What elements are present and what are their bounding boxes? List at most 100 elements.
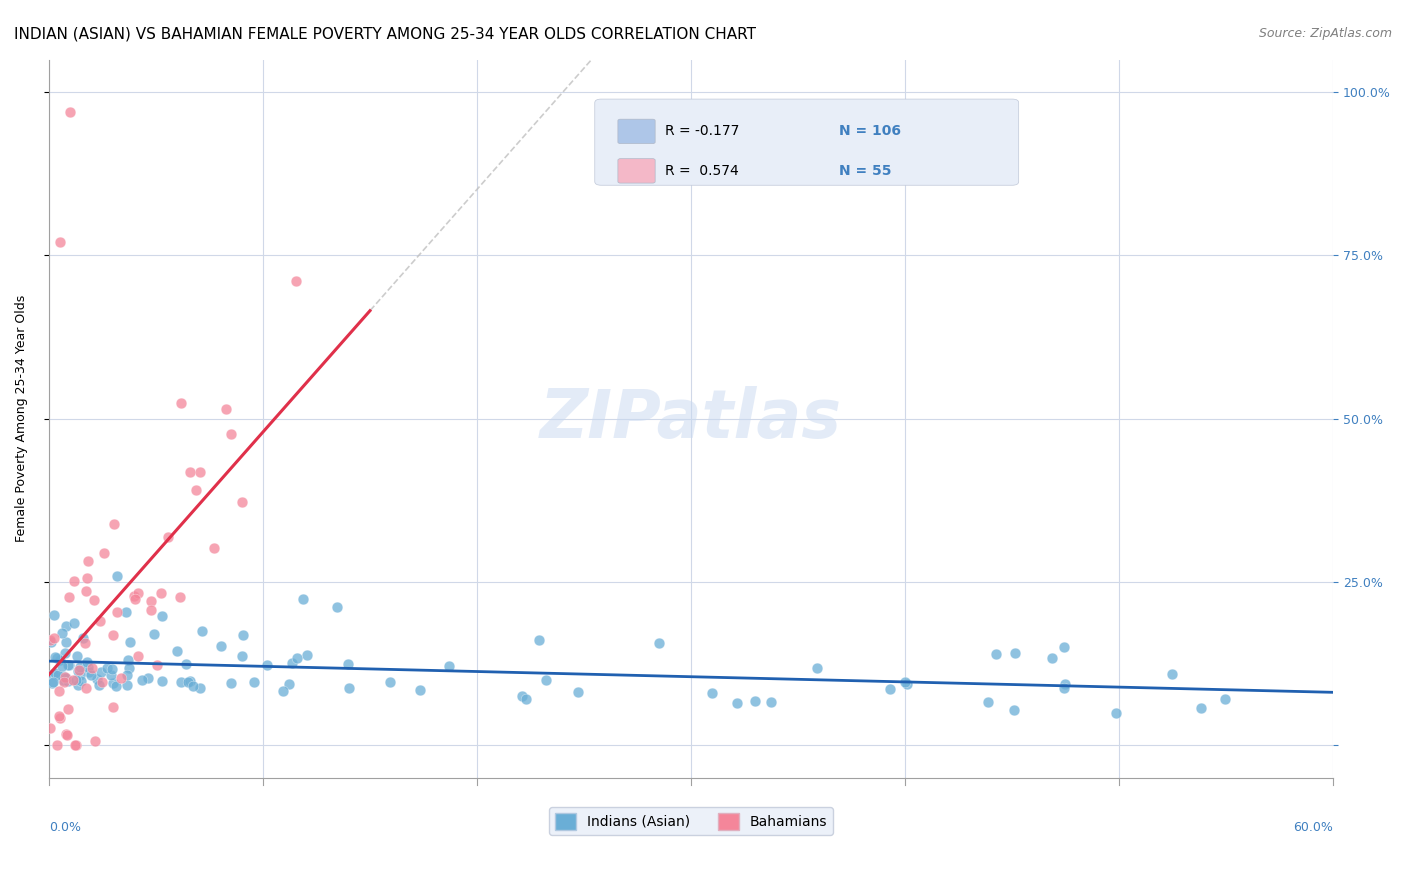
Point bbox=[51, 626, 73, 640]
Point bbox=[55, 634, 77, 648]
Point bbox=[62, 673, 84, 687]
Text: R =  0.574: R = 0.574 bbox=[665, 164, 740, 178]
Point bbox=[1053, 640, 1076, 655]
Point bbox=[90, 665, 112, 679]
Point bbox=[219, 427, 242, 442]
Point bbox=[38, 632, 60, 647]
Legend: Indians (Asian), Bahamians: Indians (Asian), Bahamians bbox=[550, 807, 832, 835]
Point bbox=[150, 673, 173, 688]
Point bbox=[67, 663, 90, 677]
Text: 60.0%: 60.0% bbox=[1294, 821, 1333, 834]
Text: N = 55: N = 55 bbox=[839, 164, 891, 178]
Point bbox=[69, 660, 91, 674]
Point bbox=[336, 657, 359, 672]
Point bbox=[72, 631, 94, 645]
Point bbox=[176, 674, 198, 689]
Point bbox=[1213, 692, 1236, 706]
Point bbox=[41, 676, 63, 690]
Point bbox=[127, 648, 149, 663]
Point bbox=[55, 618, 77, 632]
Point bbox=[52, 673, 75, 687]
Point bbox=[62, 574, 84, 589]
Point bbox=[215, 402, 238, 417]
Point bbox=[648, 636, 671, 650]
Point bbox=[96, 661, 118, 675]
Point bbox=[188, 465, 211, 479]
Point bbox=[45, 651, 67, 665]
Point bbox=[65, 673, 87, 687]
Point bbox=[48, 708, 70, 723]
Point bbox=[66, 648, 89, 663]
Point bbox=[510, 689, 533, 703]
Point bbox=[191, 624, 214, 638]
Point bbox=[67, 678, 90, 692]
Point bbox=[439, 658, 461, 673]
Point bbox=[49, 711, 72, 725]
Point bbox=[761, 694, 783, 708]
Point bbox=[118, 635, 141, 649]
Point bbox=[219, 675, 242, 690]
Point bbox=[409, 683, 432, 698]
Point bbox=[91, 675, 114, 690]
Point bbox=[179, 465, 201, 479]
Point bbox=[188, 681, 211, 695]
Point bbox=[44, 665, 66, 680]
Point bbox=[110, 671, 132, 685]
Point bbox=[122, 589, 145, 603]
Point bbox=[77, 665, 100, 679]
Point bbox=[231, 649, 253, 664]
Point bbox=[87, 678, 110, 692]
Point bbox=[256, 657, 278, 672]
Point bbox=[174, 657, 197, 671]
Point bbox=[58, 657, 80, 672]
Point bbox=[77, 554, 100, 568]
Point bbox=[725, 696, 748, 710]
Point bbox=[156, 530, 179, 544]
Point bbox=[124, 592, 146, 607]
Point bbox=[231, 495, 253, 509]
Point bbox=[56, 657, 79, 672]
Point bbox=[44, 650, 66, 665]
Point bbox=[55, 671, 77, 685]
Point bbox=[115, 677, 138, 691]
Point bbox=[744, 694, 766, 708]
Point bbox=[42, 674, 65, 689]
Point bbox=[48, 684, 70, 698]
Point bbox=[281, 657, 304, 671]
Text: 0.0%: 0.0% bbox=[49, 821, 80, 834]
Point bbox=[806, 661, 828, 675]
Point bbox=[53, 646, 76, 660]
Point bbox=[46, 668, 69, 682]
Point bbox=[42, 608, 65, 623]
Point bbox=[86, 672, 108, 686]
Point bbox=[127, 586, 149, 600]
Point bbox=[894, 674, 917, 689]
Point bbox=[141, 594, 163, 608]
Point bbox=[53, 670, 76, 684]
Text: R = -0.177: R = -0.177 bbox=[665, 124, 740, 138]
FancyBboxPatch shape bbox=[617, 159, 655, 183]
Point bbox=[75, 636, 97, 650]
Y-axis label: Female Poverty Among 25-34 Year Olds: Female Poverty Among 25-34 Year Olds bbox=[15, 295, 28, 542]
Point bbox=[76, 655, 98, 669]
Point bbox=[51, 659, 73, 673]
Point bbox=[80, 668, 103, 682]
Point bbox=[1189, 701, 1212, 715]
Point bbox=[58, 590, 80, 604]
Text: Source: ZipAtlas.com: Source: ZipAtlas.com bbox=[1258, 27, 1392, 40]
Point bbox=[1054, 677, 1077, 691]
Point bbox=[139, 603, 162, 617]
Point bbox=[202, 541, 225, 555]
Point bbox=[83, 734, 105, 748]
Point bbox=[83, 592, 105, 607]
Point bbox=[76, 571, 98, 585]
Point bbox=[131, 673, 153, 687]
Point bbox=[67, 664, 90, 678]
Point bbox=[285, 651, 308, 665]
Point bbox=[515, 691, 537, 706]
Point bbox=[56, 674, 79, 689]
Point bbox=[295, 648, 318, 663]
Point bbox=[1161, 666, 1184, 681]
Point bbox=[700, 686, 723, 700]
Point bbox=[292, 591, 315, 606]
